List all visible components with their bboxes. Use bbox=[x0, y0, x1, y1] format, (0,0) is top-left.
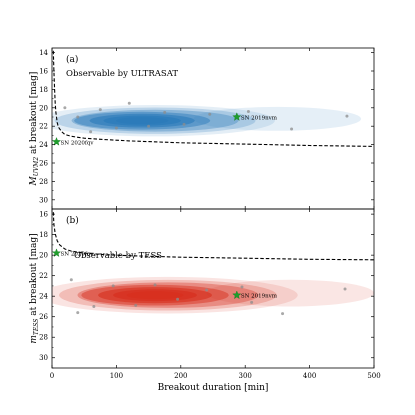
sample-point bbox=[134, 303, 138, 307]
density-contour-tail bbox=[206, 279, 374, 307]
event-label: SN 2020fqv bbox=[61, 140, 95, 146]
region-label: Observable by ULTRASAT bbox=[66, 69, 178, 79]
y-axis-label: MUVM2 at breakout [mag] bbox=[29, 72, 40, 187]
density-contour-level-7 bbox=[115, 117, 169, 125]
sample-point bbox=[205, 288, 209, 292]
sample-point bbox=[114, 126, 118, 130]
sample-point bbox=[98, 108, 102, 112]
x-axis-label: Breakout duration [min] bbox=[158, 383, 269, 393]
event-label: SN 2020fqv bbox=[61, 252, 95, 258]
sample-point bbox=[281, 312, 285, 316]
y-axis-label: mTESS at breakout [mag] bbox=[29, 233, 40, 343]
sample-point bbox=[290, 127, 294, 131]
y-tick-label: 28 bbox=[39, 178, 48, 186]
density-contour-tail bbox=[193, 106, 362, 131]
y-tick-label: 20 bbox=[39, 252, 48, 260]
y-tick-label: 18 bbox=[39, 231, 48, 239]
panel-a: SN 2019nvm SN 2020fqv 14 16 18 20 22 24 26 28 30 (a… bbox=[29, 47, 375, 210]
y-tick-label: 30 bbox=[39, 196, 48, 204]
sample-point bbox=[182, 122, 186, 126]
sample-point bbox=[76, 115, 80, 119]
sample-point bbox=[246, 109, 250, 113]
event-marker bbox=[232, 290, 242, 300]
x-tick-label: 400 bbox=[303, 372, 316, 380]
y-tick-label: 22 bbox=[39, 123, 48, 131]
sample-point bbox=[240, 285, 244, 289]
sample-point bbox=[176, 297, 180, 301]
x-tick-label: 300 bbox=[239, 372, 252, 380]
y-tick-label: 24 bbox=[39, 141, 48, 149]
sample-point bbox=[69, 278, 73, 282]
sample-point bbox=[127, 101, 131, 105]
sample-point bbox=[163, 110, 167, 114]
y-tick-label: 22 bbox=[39, 272, 48, 280]
y-tick-label: 28 bbox=[39, 334, 48, 342]
y-tick-label: 16 bbox=[39, 211, 48, 219]
y-tick-label: 26 bbox=[39, 160, 48, 168]
sample-point bbox=[147, 124, 151, 128]
x-tick-label: 200 bbox=[174, 372, 187, 380]
region-label: Observable by TESS bbox=[74, 251, 162, 261]
sample-point bbox=[208, 112, 212, 116]
axes-frame bbox=[51, 208, 375, 369]
panel-label: (a) bbox=[66, 54, 78, 65]
threshold-curve bbox=[52, 212, 374, 261]
sample-point bbox=[92, 304, 96, 308]
y-tick-label: 24 bbox=[39, 293, 48, 301]
plot-area bbox=[52, 50, 374, 147]
event-marker bbox=[232, 112, 242, 121]
x-tick-label: 0 bbox=[50, 372, 54, 380]
event-label: SN 2019nvm bbox=[241, 116, 278, 122]
event-label: SN 2019nvm bbox=[241, 294, 278, 300]
y-tick-label: 18 bbox=[39, 86, 48, 94]
sample-point bbox=[345, 114, 349, 118]
sample-point bbox=[343, 287, 347, 291]
x-tick-label: 500 bbox=[367, 372, 380, 380]
sample-point bbox=[153, 283, 157, 287]
y-tick-label: 20 bbox=[39, 104, 48, 112]
event-marker bbox=[51, 137, 62, 146]
sample-point bbox=[76, 311, 80, 315]
y-tick-label: 16 bbox=[39, 68, 48, 76]
plot-area bbox=[52, 212, 374, 316]
sample-point bbox=[250, 300, 254, 304]
sample-point bbox=[63, 106, 67, 110]
density-contour-level-7 bbox=[126, 291, 184, 300]
y-tick-label: 30 bbox=[39, 354, 48, 362]
x-tick-label: 100 bbox=[110, 372, 123, 380]
panel-label: (b) bbox=[66, 215, 79, 226]
sample-point bbox=[111, 284, 115, 288]
y-tick-label: 26 bbox=[39, 313, 48, 321]
sample-point bbox=[89, 130, 93, 134]
event-marker bbox=[51, 248, 62, 257]
y-tick-label: 14 bbox=[39, 49, 48, 57]
